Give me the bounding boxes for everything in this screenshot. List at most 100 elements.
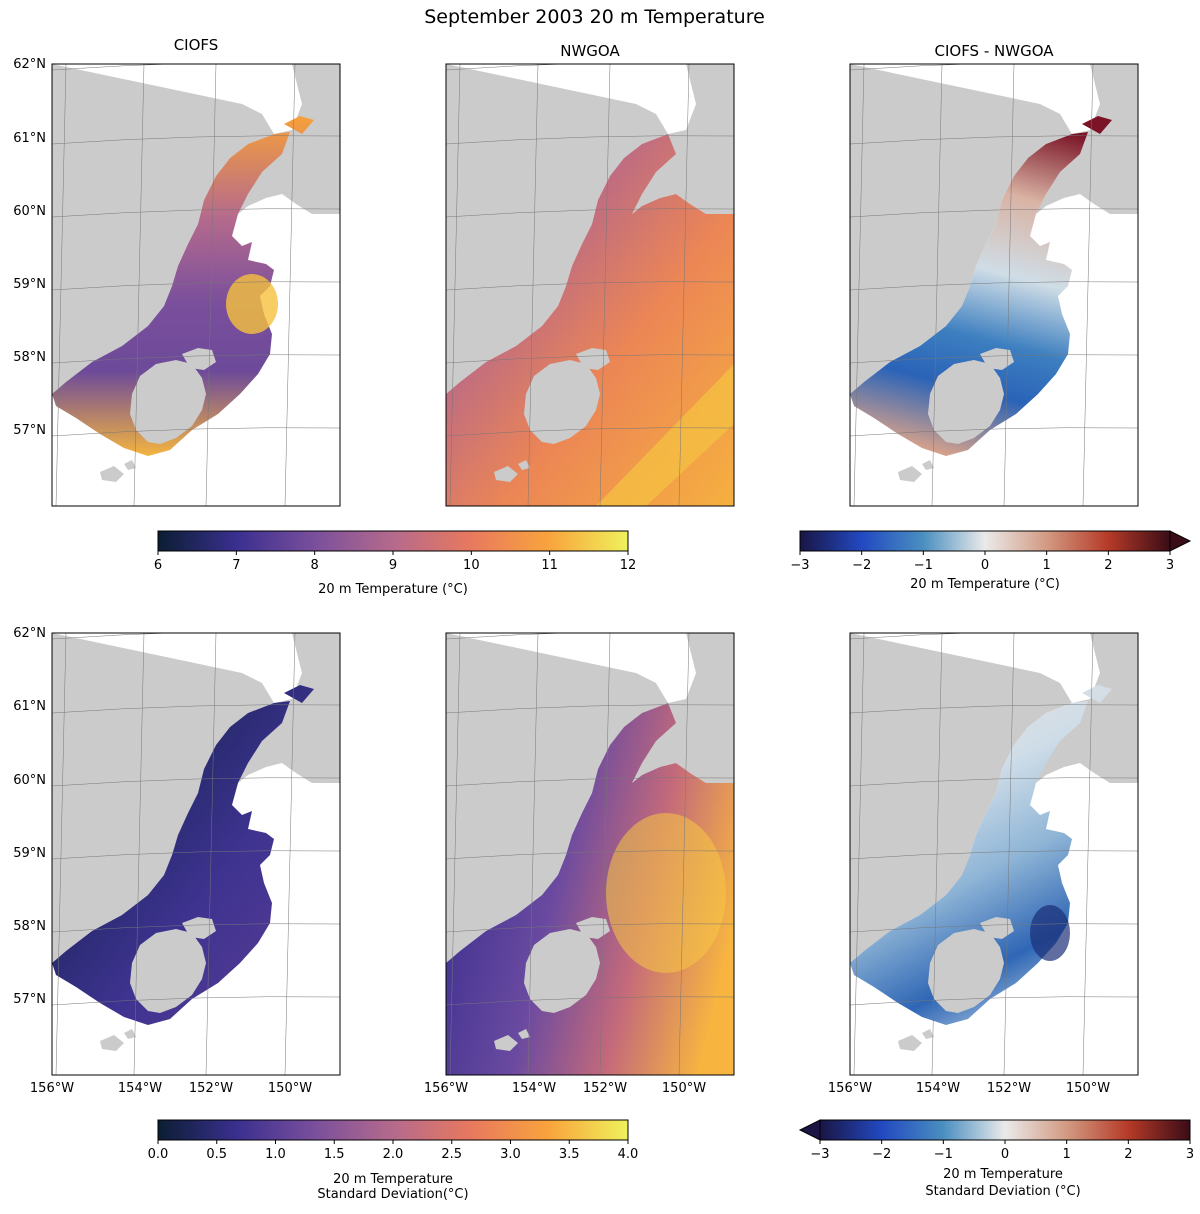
lat-tick-61-top: 61°N	[13, 131, 46, 146]
lon-tick-150-p4: 150°W	[661, 1081, 707, 1096]
cb-stddiff-extend-min	[798, 1119, 821, 1141]
latitude-gridline	[850, 281, 1138, 291]
latitude-gridline	[52, 996, 340, 1006]
colorbar-tick-label: −2	[852, 558, 872, 573]
colorbar-tick-label: 3.0	[500, 1147, 521, 1162]
map-panel-ciofs-mean	[51, 63, 341, 507]
map-panel-ciofs-std	[51, 632, 341, 1076]
longitude-gridline	[449, 64, 461, 506]
longitude-gridline	[1003, 64, 1015, 506]
colorbar-tick-label: 1.0	[265, 1147, 286, 1162]
nwgoa-std-field	[446, 703, 734, 1075]
panel-title-ciofs: CIOFS	[173, 36, 219, 54]
kodiak-island	[524, 929, 600, 1013]
longitude-gridline	[1003, 633, 1015, 1075]
trinity-islands	[494, 1029, 530, 1051]
lon-tick-152-p5: 152°W	[986, 1081, 1032, 1096]
latitude-gridline	[52, 777, 340, 787]
trinity-islands	[898, 460, 934, 482]
map-panel-nwgoa-std	[445, 632, 735, 1076]
colorbar-tick-label: 10	[463, 558, 480, 573]
land-kenai	[632, 64, 734, 214]
lon-tick-150-p5: 150°W	[1065, 1081, 1111, 1096]
afognak-island	[182, 917, 216, 939]
graticule	[446, 633, 734, 1075]
lat-tick-60-top: 60°N	[13, 204, 46, 219]
colorbar-tick-label: 3	[1165, 558, 1175, 573]
land-west	[446, 64, 668, 394]
map-panel-diff-mean	[849, 63, 1139, 507]
colorbar-tick-label: 3	[1185, 1147, 1195, 1162]
latitude-gridline	[850, 996, 1138, 1006]
lat-tick-57-bottom: 57°N	[13, 992, 46, 1007]
graticule	[446, 64, 734, 506]
lat-tick-58-top: 58°N	[13, 350, 46, 365]
negative-anomaly	[1030, 905, 1070, 961]
latitude-gridline	[446, 354, 734, 364]
longitude-gridline	[55, 633, 67, 1075]
lat-tick-57-top: 57°N	[13, 423, 46, 438]
land-kenai	[238, 64, 340, 214]
graticule	[850, 633, 1138, 1075]
latitude-gridline	[850, 704, 1138, 714]
land-kenai	[238, 633, 340, 783]
longitude-gridline	[133, 633, 145, 1075]
colorbar-tick-label: 0.0	[147, 1147, 169, 1162]
colorbar-tick-label: 2.5	[441, 1147, 463, 1162]
longitude-gridline	[449, 633, 461, 1075]
latitude-gridline	[446, 704, 734, 714]
trinity-islands	[100, 1029, 136, 1051]
land-kenai	[632, 633, 734, 783]
cb-std-gradient	[157, 1119, 629, 1141]
kodiak-island	[928, 360, 1004, 444]
land-kenai	[1036, 633, 1138, 783]
colorbar-std-difference	[798, 1119, 1191, 1144]
latitude-gridline	[52, 923, 340, 933]
cb-diff-extend-max	[1169, 530, 1192, 552]
difference-field	[850, 116, 1112, 456]
lat-tick-62-top: 62°N	[13, 57, 46, 72]
colorbar-tick-label: 3.5	[558, 1147, 580, 1162]
colorbar-tick-label: 1	[1062, 1147, 1071, 1162]
longitude-gridline	[1082, 64, 1094, 506]
colorbar-tick-label: 1.5	[323, 1147, 345, 1162]
colorbar-tick-label: 0	[980, 558, 990, 573]
panel-frame	[51, 632, 341, 1076]
longitude-gridline	[527, 633, 539, 1075]
longitude-gridline	[931, 633, 943, 1075]
lat-tick-60-bottom: 60°N	[13, 773, 46, 788]
longitude-gridline	[55, 64, 67, 506]
lon-tick-156-p3: 156°W	[29, 1081, 75, 1096]
trinity-islands	[100, 460, 136, 482]
colorbar-tick-label: 0.5	[206, 1147, 228, 1162]
colorbar-tick-label: 9	[388, 558, 398, 573]
panel-frame	[849, 632, 1139, 1076]
colorbar-tick-label: −3	[790, 558, 810, 573]
latitude-gridline	[52, 850, 340, 860]
longitude-gridline	[678, 64, 690, 506]
longitude-gridline	[853, 64, 865, 506]
lat-tick-59-bottom: 59°N	[13, 846, 46, 861]
colorbar-tick-label: 11	[541, 558, 558, 573]
lon-tick-154-p3: 154°W	[117, 1081, 163, 1096]
latitude-gridline	[446, 850, 734, 860]
land-west	[52, 64, 274, 394]
trinity-islands	[898, 1029, 934, 1051]
colorbar-std-difference-label-line1: 20 m Temperature	[943, 1167, 1063, 1182]
longitude-gridline	[599, 64, 611, 506]
longitude-gridline	[527, 64, 539, 506]
latitude-gridline	[52, 64, 173, 71]
lon-tick-156-p4: 156°W	[423, 1081, 469, 1096]
lon-tick-150-p3: 150°W	[267, 1081, 313, 1096]
longitude-gridline	[599, 633, 611, 1075]
colorbar-tick-label: −1	[913, 558, 933, 573]
colorbar-tick-label: 2	[1104, 558, 1113, 573]
lon-tick-154-p5: 154°W	[915, 1081, 961, 1096]
lon-tick-152-p3: 152°W	[188, 1081, 234, 1096]
latitude-gridline	[446, 208, 734, 218]
latitude-gridline	[850, 208, 1138, 218]
latitude-gridline	[446, 427, 734, 437]
colorbar-tick-label: 8	[310, 558, 319, 573]
colorbar-tick-label: 1	[1042, 558, 1051, 573]
ciofs-std-field	[52, 685, 314, 1025]
